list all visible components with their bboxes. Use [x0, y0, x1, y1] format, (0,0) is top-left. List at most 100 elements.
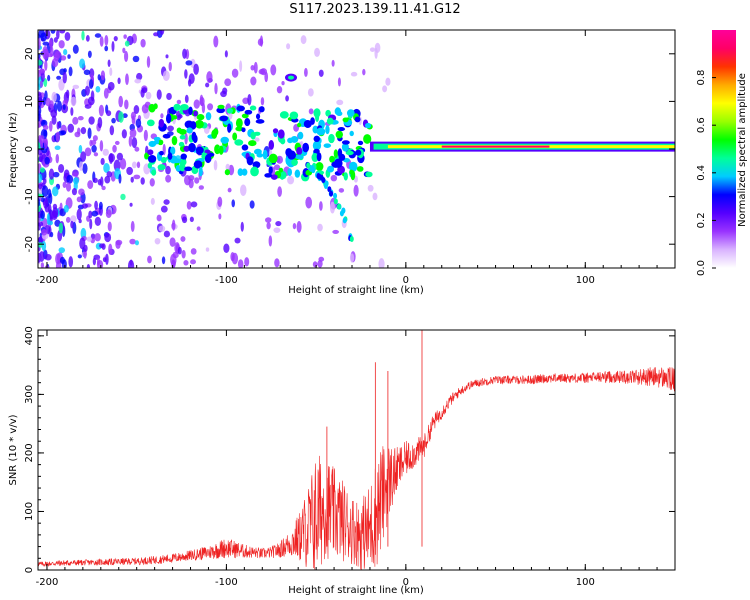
noise-blob — [85, 35, 90, 42]
signal-blob — [328, 133, 335, 144]
noise-blob — [135, 118, 142, 128]
noise-blob — [378, 258, 385, 268]
noise-blob — [51, 91, 57, 103]
noise-blob — [71, 172, 79, 177]
noise-blob — [72, 116, 79, 125]
signal-blob — [316, 152, 322, 162]
noise-blob — [71, 188, 77, 196]
noise-blob — [98, 201, 103, 210]
spectrogram-blobs — [38, 30, 675, 268]
noise-blob — [94, 200, 98, 210]
signal-blob — [147, 155, 157, 163]
noise-blob — [87, 96, 95, 106]
signal-blob — [316, 127, 326, 136]
noise-blob — [79, 161, 84, 171]
noise-blob — [92, 177, 98, 184]
noise-blob — [56, 30, 60, 40]
noise-blob — [55, 153, 60, 164]
noise-blob — [81, 30, 85, 41]
noise-blob — [130, 220, 135, 232]
figure-title: S117.2023.139.11.41.G12 — [289, 2, 461, 17]
spectrogram-y-axis-title: Frequency (Hz) — [8, 112, 19, 188]
signal-blob — [313, 148, 320, 154]
noise-blob — [273, 164, 281, 171]
noise-blob — [84, 85, 90, 96]
snr-y-tick-label: 400 — [24, 326, 35, 345]
noise-blob — [49, 45, 54, 58]
signal-blob — [157, 139, 164, 146]
signal-blob — [278, 167, 284, 173]
noise-blob — [44, 59, 48, 71]
noise-blob — [287, 175, 295, 185]
signal-blob — [160, 156, 167, 164]
noise-blob — [260, 97, 265, 106]
signal-blob — [252, 161, 261, 169]
noise-blob — [180, 236, 186, 242]
signal-blob — [172, 115, 178, 120]
branch-blob — [349, 236, 354, 243]
noise-blob — [39, 140, 44, 149]
noise-blob — [38, 37, 41, 50]
signal-blob — [268, 140, 275, 150]
noise-blob — [140, 177, 145, 185]
noise-blob — [84, 147, 92, 157]
signal-blob — [191, 131, 197, 142]
noise-blob — [254, 137, 260, 142]
noise-blob — [213, 160, 218, 171]
signal-blob — [188, 142, 196, 153]
signal-blob — [148, 140, 157, 148]
signal-blob — [313, 135, 321, 142]
noise-blob — [181, 249, 186, 259]
colorbar: 0.0 0.2 0.4 0.6 0.8 — [696, 30, 736, 276]
noise-blob — [163, 199, 170, 205]
signal-blob — [349, 130, 354, 137]
noise-blob — [160, 113, 164, 119]
signal-blob — [264, 173, 273, 178]
noise-blob — [367, 184, 374, 192]
noise-blob — [88, 79, 94, 90]
noise-blob — [149, 178, 155, 187]
noise-blob — [43, 78, 48, 88]
noise-blob — [336, 99, 344, 106]
signal-blob — [241, 127, 246, 133]
signal-blob — [214, 144, 221, 155]
noise-blob — [244, 257, 250, 267]
noise-blob — [207, 103, 214, 111]
noise-blob — [217, 196, 223, 207]
noise-blob — [99, 140, 104, 152]
signal-blob — [285, 148, 293, 157]
noise-blob — [41, 185, 49, 197]
noise-blob — [131, 161, 137, 169]
branch-blob — [310, 164, 315, 171]
noise-blob — [317, 259, 323, 268]
noise-blob — [146, 56, 151, 68]
branch-blob — [306, 162, 311, 169]
noise-blob — [40, 32, 47, 42]
colorbar-tick-label: 0.2 — [696, 212, 707, 228]
noise-blob — [190, 259, 196, 265]
noise-blob — [329, 201, 335, 214]
signal-blob — [241, 168, 248, 176]
noise-blob — [38, 252, 42, 263]
noise-blob — [98, 104, 104, 117]
signal-blob — [193, 160, 203, 169]
signal-blob — [341, 140, 350, 145]
noise-blob — [52, 207, 59, 218]
signal-blob — [279, 111, 289, 119]
noise-blob — [58, 40, 65, 49]
noise-blob — [129, 202, 133, 207]
signal-blob — [211, 129, 218, 139]
noise-blob — [318, 256, 325, 262]
noise-blob — [67, 123, 75, 133]
signal-blob — [218, 145, 224, 155]
signal-blob — [153, 136, 161, 141]
noise-blob — [104, 45, 109, 52]
signal-blob — [244, 118, 251, 127]
signal-blob — [248, 140, 257, 147]
noise-blob — [247, 93, 252, 106]
noise-blob — [260, 68, 267, 76]
branch-blob — [329, 190, 334, 197]
noise-blob — [129, 238, 136, 245]
signal-blob — [290, 135, 299, 143]
signal-blob — [342, 117, 349, 123]
